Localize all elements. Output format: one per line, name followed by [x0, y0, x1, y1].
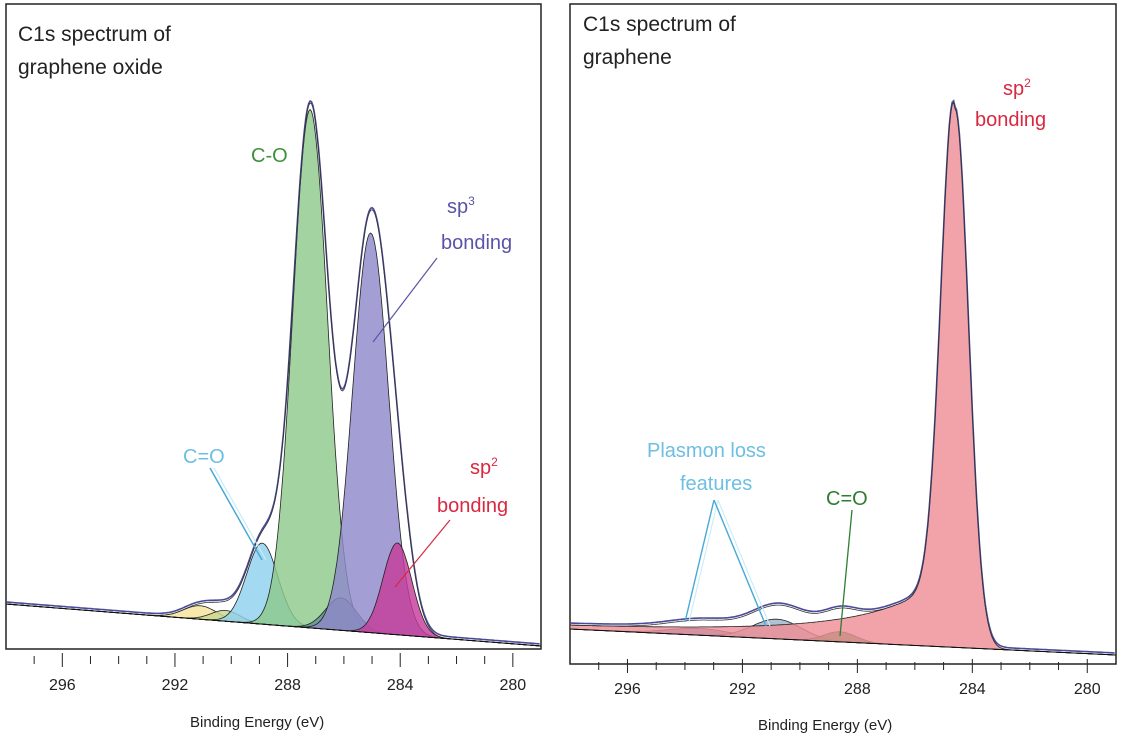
annotation-c-eq-o-leader: [839, 509, 853, 637]
annotation-plasmon: Plasmon loss: [647, 440, 766, 462]
x-tick-label: 280: [499, 677, 526, 694]
chart-title-line-2: graphene: [583, 46, 672, 69]
x-axis-label: Binding Energy (eV): [190, 714, 324, 731]
component-areas: [5, 108, 540, 647]
panel-graphene: 296 292 288 284 280 Binding Energy (eV) C1s …: [569, 3, 1117, 734]
annotation-sp3: sp3: [447, 194, 475, 218]
annotation-sp2-line2: bonding: [437, 495, 508, 517]
panel-graphene-oxide: 296 292 288 284 280 Binding Energy (eV) C1s …: [5, 3, 542, 731]
x-tick-label: 288: [844, 681, 871, 698]
x-axis: 296 292 288 284 280: [598, 659, 1101, 698]
chart-title-line-2: graphene oxide: [18, 56, 163, 79]
x-tick-label: 296: [614, 681, 641, 698]
x-tick-label: 280: [1074, 681, 1101, 698]
x-tick-label: 296: [49, 677, 76, 694]
annotation-sp2-leader: [394, 519, 451, 588]
component-areas: [569, 102, 1115, 656]
annotation-sp2: sp2: [470, 455, 498, 479]
annotation-plasmon-line2: features: [680, 473, 752, 495]
annotation-plasmon-leader-2: [713, 499, 767, 627]
annotation-sp2-line2: bonding: [975, 109, 1046, 131]
annotation-c-eq-o-leader: [209, 467, 263, 561]
annotation-c-o: C-O: [251, 145, 288, 167]
x-tick-label: 288: [274, 677, 301, 694]
chart-title-line-1: C1s spectrum of: [18, 23, 171, 46]
x-tick-label: 284: [959, 681, 986, 698]
background-line: [569, 628, 1117, 656]
envelope-fit-curve: [570, 99, 1115, 654]
chart-title-line-1: C1s spectrum of: [583, 13, 736, 36]
plot-frame-left: [5, 3, 542, 650]
annotation-c-eq-o: C=O: [183, 446, 225, 468]
measured-spectrum-curve: [570, 102, 1115, 656]
annotation-c-eq-o: C=O: [826, 488, 868, 510]
annotation-sp3-leader: [372, 257, 438, 343]
annotation-sp3-line2: bonding: [441, 232, 512, 254]
x-axis-label: Binding Energy (eV): [758, 717, 892, 734]
annotation-c-eq-o-leader-highlight: [213, 467, 267, 561]
annotation-plasmon-leader-1-highlight: [688, 499, 719, 623]
plot-frame-right: [569, 3, 1117, 665]
x-axis: 296 292 288 284 280: [33, 653, 526, 694]
annotation-plasmon-leader-2-highlight: [717, 499, 771, 627]
x-tick-label: 292: [729, 681, 756, 698]
x-tick-label: 284: [387, 677, 414, 694]
component-peak-3: [569, 102, 1115, 656]
background-line: [5, 603, 542, 647]
x-tick-label: 292: [162, 677, 189, 694]
envelope-fit-curve: [5, 99, 540, 645]
annotation-plasmon-leader-1: [684, 499, 715, 623]
annotation-sp2: sp2: [1003, 76, 1031, 100]
